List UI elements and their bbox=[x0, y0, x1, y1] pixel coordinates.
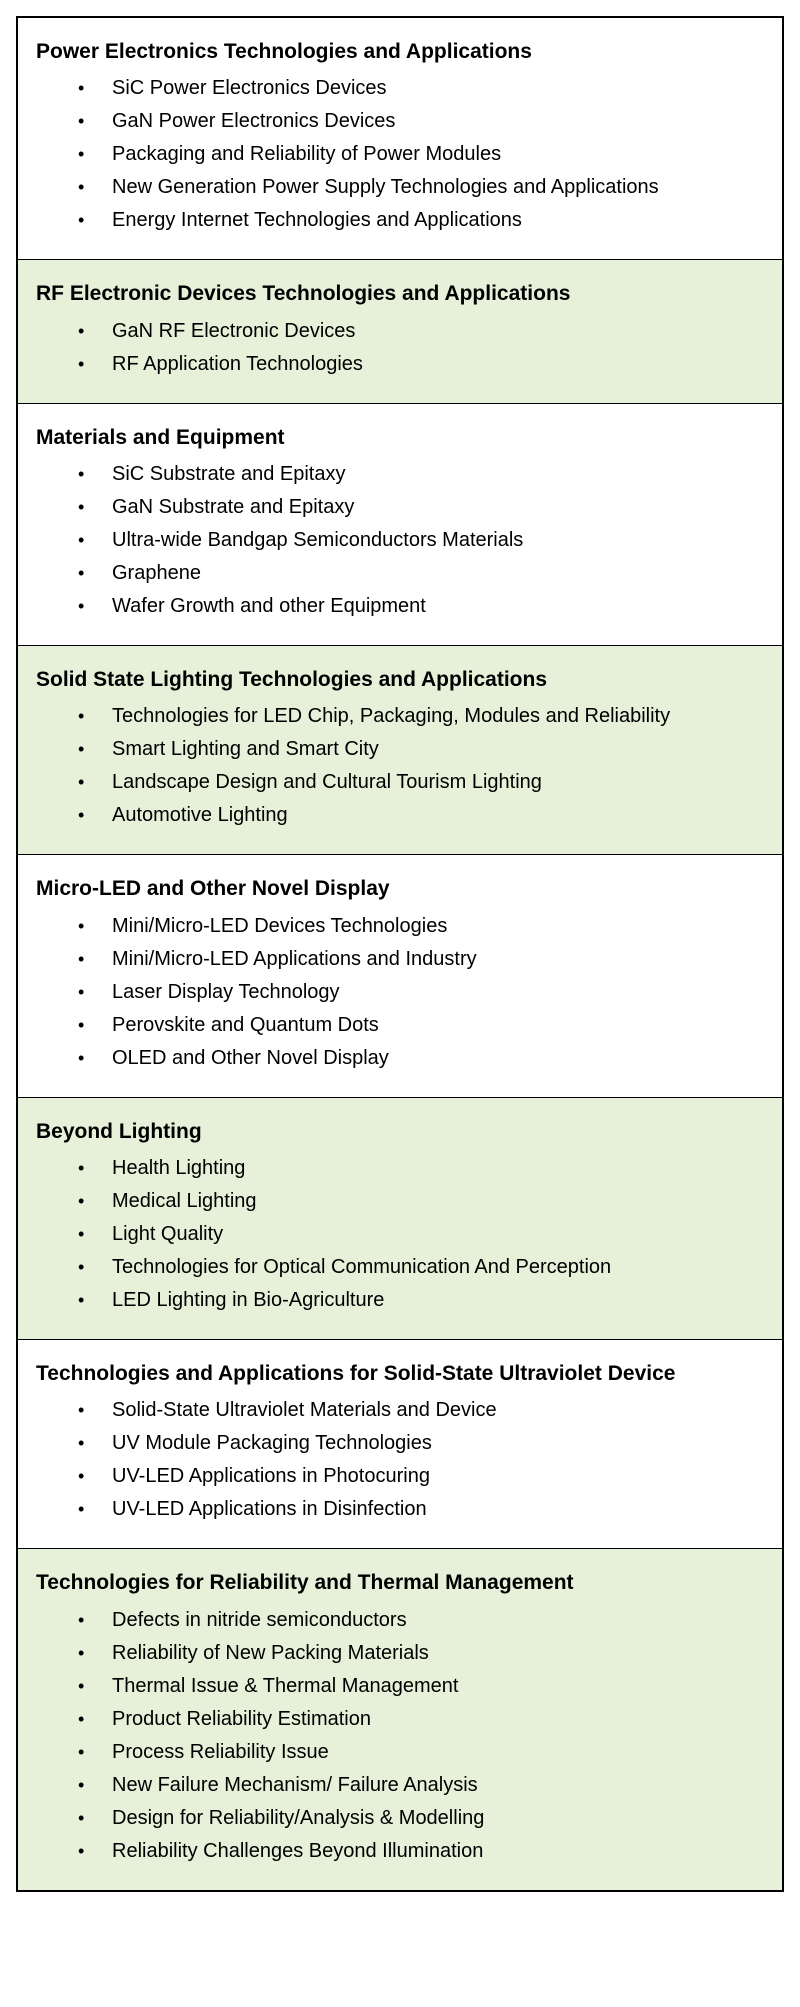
topic-section: RF Electronic Devices Technologies and A… bbox=[18, 259, 782, 402]
section-item: New Generation Power Supply Technologies… bbox=[84, 171, 764, 204]
section-item: UV-LED Applications in Disinfection bbox=[84, 1493, 764, 1526]
section-item: Automotive Lighting bbox=[84, 799, 764, 832]
section-item: Wafer Growth and other Equipment bbox=[84, 590, 764, 623]
section-item: New Failure Mechanism/ Failure Analysis bbox=[84, 1769, 764, 1802]
section-item: Mini/Micro-LED Devices Technologies bbox=[84, 910, 764, 943]
section-item: Mini/Micro-LED Applications and Industry bbox=[84, 943, 764, 976]
section-title: Micro-LED and Other Novel Display bbox=[36, 875, 764, 903]
topic-section: Solid State Lighting Technologies and Ap… bbox=[18, 645, 782, 854]
section-item: Perovskite and Quantum Dots bbox=[84, 1009, 764, 1042]
topic-section: Technologies for Reliability and Thermal… bbox=[18, 1548, 782, 1889]
section-item: Ultra-wide Bandgap Semiconductors Materi… bbox=[84, 524, 764, 557]
section-item: GaN Power Electronics Devices bbox=[84, 105, 764, 138]
section-title: RF Electronic Devices Technologies and A… bbox=[36, 280, 764, 308]
section-item: Reliability Challenges Beyond Illuminati… bbox=[84, 1835, 764, 1868]
section-items: Solid-State Ultraviolet Materials and De… bbox=[36, 1394, 764, 1526]
section-title: Solid State Lighting Technologies and Ap… bbox=[36, 666, 764, 694]
section-item: Medical Lighting bbox=[84, 1185, 764, 1218]
section-items: SiC Substrate and EpitaxyGaN Substrate a… bbox=[36, 458, 764, 623]
section-item: Light Quality bbox=[84, 1218, 764, 1251]
topics-table: Power Electronics Technologies and Appli… bbox=[16, 16, 784, 1892]
section-item: Smart Lighting and Smart City bbox=[84, 733, 764, 766]
section-item: Laser Display Technology bbox=[84, 976, 764, 1009]
section-item: OLED and Other Novel Display bbox=[84, 1042, 764, 1075]
section-item: Solid-State Ultraviolet Materials and De… bbox=[84, 1394, 764, 1427]
topic-section: Power Electronics Technologies and Appli… bbox=[18, 18, 782, 259]
topic-section: Beyond Lighting Health LightingMedical Li… bbox=[18, 1097, 782, 1339]
section-item: GaN RF Electronic Devices bbox=[84, 315, 764, 348]
section-title: Beyond Lighting bbox=[36, 1118, 764, 1146]
section-item: UV-LED Applications in Photocuring bbox=[84, 1460, 764, 1493]
section-title: Technologies for Reliability and Thermal… bbox=[36, 1569, 764, 1597]
section-title: Technologies and Applications for Solid-… bbox=[36, 1360, 764, 1388]
section-item: Energy Internet Technologies and Applica… bbox=[84, 204, 764, 237]
topic-section: Micro-LED and Other Novel Display Mini/Mi… bbox=[18, 854, 782, 1096]
section-item: GaN Substrate and Epitaxy bbox=[84, 491, 764, 524]
page: Power Electronics Technologies and Appli… bbox=[0, 0, 800, 1908]
section-items: Defects in nitride semiconductorsReliabi… bbox=[36, 1604, 764, 1868]
section-item: SiC Power Electronics Devices bbox=[84, 72, 764, 105]
section-item: Defects in nitride semiconductors bbox=[84, 1604, 764, 1637]
section-item: Graphene bbox=[84, 557, 764, 590]
section-item: UV Module Packaging Technologies bbox=[84, 1427, 764, 1460]
section-items: Mini/Micro-LED Devices TechnologiesMini/… bbox=[36, 910, 764, 1075]
section-items: Technologies for LED Chip, Packaging, Mo… bbox=[36, 700, 764, 832]
section-title: Power Electronics Technologies and Appli… bbox=[36, 38, 764, 66]
section-item: Packaging and Reliability of Power Modul… bbox=[84, 138, 764, 171]
topic-section: Materials and Equipment SiC Substrate and… bbox=[18, 403, 782, 645]
section-item: Design for Reliability/Analysis & Modell… bbox=[84, 1802, 764, 1835]
section-item: Technologies for LED Chip, Packaging, Mo… bbox=[84, 700, 764, 733]
section-item: Product Reliability Estimation bbox=[84, 1703, 764, 1736]
topic-section: Technologies and Applications for Solid-… bbox=[18, 1339, 782, 1548]
section-title: Materials and Equipment bbox=[36, 424, 764, 452]
section-item: Landscape Design and Cultural Tourism Li… bbox=[84, 766, 764, 799]
section-item: RF Application Technologies bbox=[84, 348, 764, 381]
section-item: Health Lighting bbox=[84, 1152, 764, 1185]
section-item: SiC Substrate and Epitaxy bbox=[84, 458, 764, 491]
section-item: LED Lighting in Bio-Agriculture bbox=[84, 1284, 764, 1317]
section-item: Thermal Issue & Thermal Management bbox=[84, 1670, 764, 1703]
section-item: Process Reliability Issue bbox=[84, 1736, 764, 1769]
section-items: Health LightingMedical LightingLight Qua… bbox=[36, 1152, 764, 1317]
section-items: SiC Power Electronics DevicesGaN Power E… bbox=[36, 72, 764, 237]
section-items: GaN RF Electronic DevicesRF Application … bbox=[36, 315, 764, 381]
section-item: Technologies for Optical Communication A… bbox=[84, 1251, 764, 1284]
section-item: Reliability of New Packing Materials bbox=[84, 1637, 764, 1670]
